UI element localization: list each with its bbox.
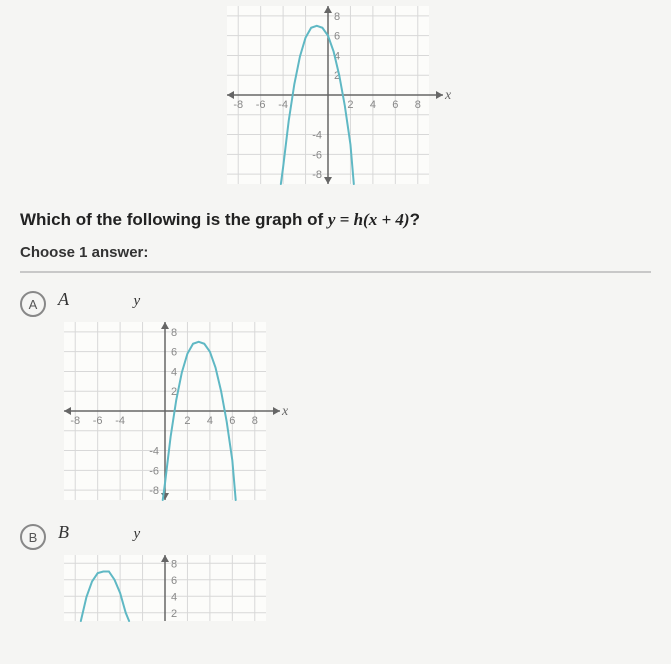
svg-text:x: x: [281, 404, 288, 419]
option-a-label: A: [58, 289, 69, 310]
svg-text:6: 6: [392, 99, 398, 111]
svg-text:6: 6: [334, 31, 340, 43]
question-suffix: ?: [410, 210, 420, 229]
svg-text:-4: -4: [149, 446, 159, 458]
svg-text:6: 6: [229, 415, 235, 427]
svg-text:6: 6: [171, 575, 177, 587]
svg-text:-6: -6: [255, 99, 265, 111]
svg-text:-4: -4: [312, 130, 322, 142]
svg-text:-8: -8: [312, 169, 322, 181]
svg-text:-6: -6: [149, 465, 159, 477]
option-a-graph: -8-6-424682468-4-6-8x: [58, 316, 651, 506]
option-b-y-label: y: [133, 526, 140, 542]
option-a[interactable]: A A y -8-6-424682468-4-6-8x: [20, 289, 651, 506]
svg-text:4: 4: [207, 415, 213, 427]
svg-text:4: 4: [369, 99, 375, 111]
svg-text:-8: -8: [70, 415, 80, 427]
svg-text:8: 8: [414, 99, 420, 111]
svg-text:-4: -4: [115, 415, 125, 427]
svg-text:8: 8: [171, 558, 177, 570]
option-b[interactable]: B B y 2 4 6 8: [20, 522, 651, 627]
question-prefix: Which of the following is the graph of: [20, 210, 328, 229]
svg-text:2: 2: [171, 608, 177, 620]
reference-graph: -8-6-424682468-4-6-8x: [20, 0, 651, 190]
svg-text:-8: -8: [233, 99, 243, 111]
svg-text:-8: -8: [149, 485, 159, 497]
svg-text:-6: -6: [93, 415, 103, 427]
svg-text:8: 8: [252, 415, 258, 427]
option-b-letter: B: [29, 530, 38, 545]
svg-text:6: 6: [171, 347, 177, 359]
option-b-circle[interactable]: B: [20, 524, 46, 550]
svg-text:4: 4: [171, 591, 177, 603]
svg-text:2: 2: [184, 415, 190, 427]
svg-text:8: 8: [334, 11, 340, 23]
svg-text:4: 4: [171, 366, 177, 378]
divider: [20, 271, 651, 273]
svg-text:x: x: [444, 88, 451, 103]
svg-text:2: 2: [347, 99, 353, 111]
svg-text:-4: -4: [278, 99, 288, 111]
question-equation: y = h(x + 4): [328, 210, 410, 229]
option-a-y-label: y: [133, 293, 140, 309]
svg-text:8: 8: [171, 327, 177, 339]
option-b-graph: 2 4 6 8: [58, 549, 651, 627]
question-text: Which of the following is the graph of y…: [20, 210, 651, 230]
option-b-label: B: [58, 522, 69, 543]
choose-label: Choose 1 answer:: [20, 244, 651, 261]
option-a-letter: A: [29, 297, 38, 312]
option-a-circle[interactable]: A: [20, 291, 46, 317]
svg-text:-6: -6: [312, 149, 322, 161]
